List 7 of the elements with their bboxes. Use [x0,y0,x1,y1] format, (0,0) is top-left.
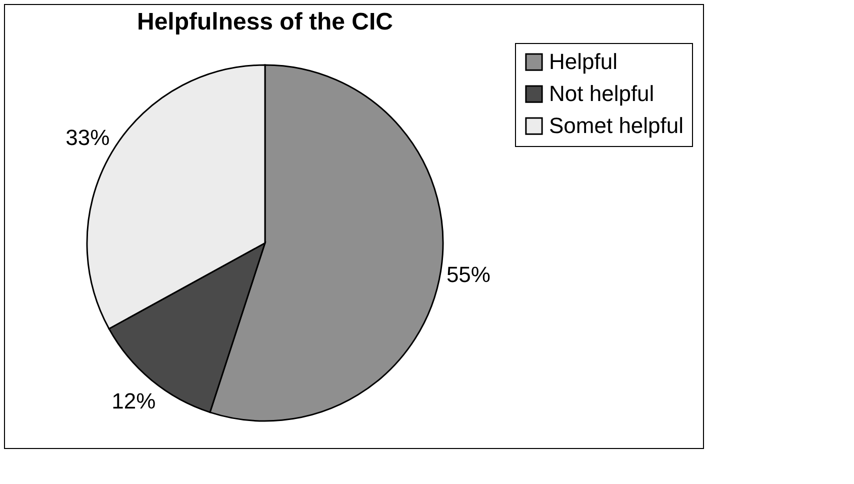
legend-label: Helpful [549,49,618,74]
chart-title: Helpfulness of the CIC [136,8,394,36]
data-label: 12% [112,388,156,414]
legend-label: Somet helpful [549,113,684,138]
data-label: 55% [446,262,490,288]
legend-label: Not helpful [549,81,654,106]
data-label: 33% [66,125,110,150]
